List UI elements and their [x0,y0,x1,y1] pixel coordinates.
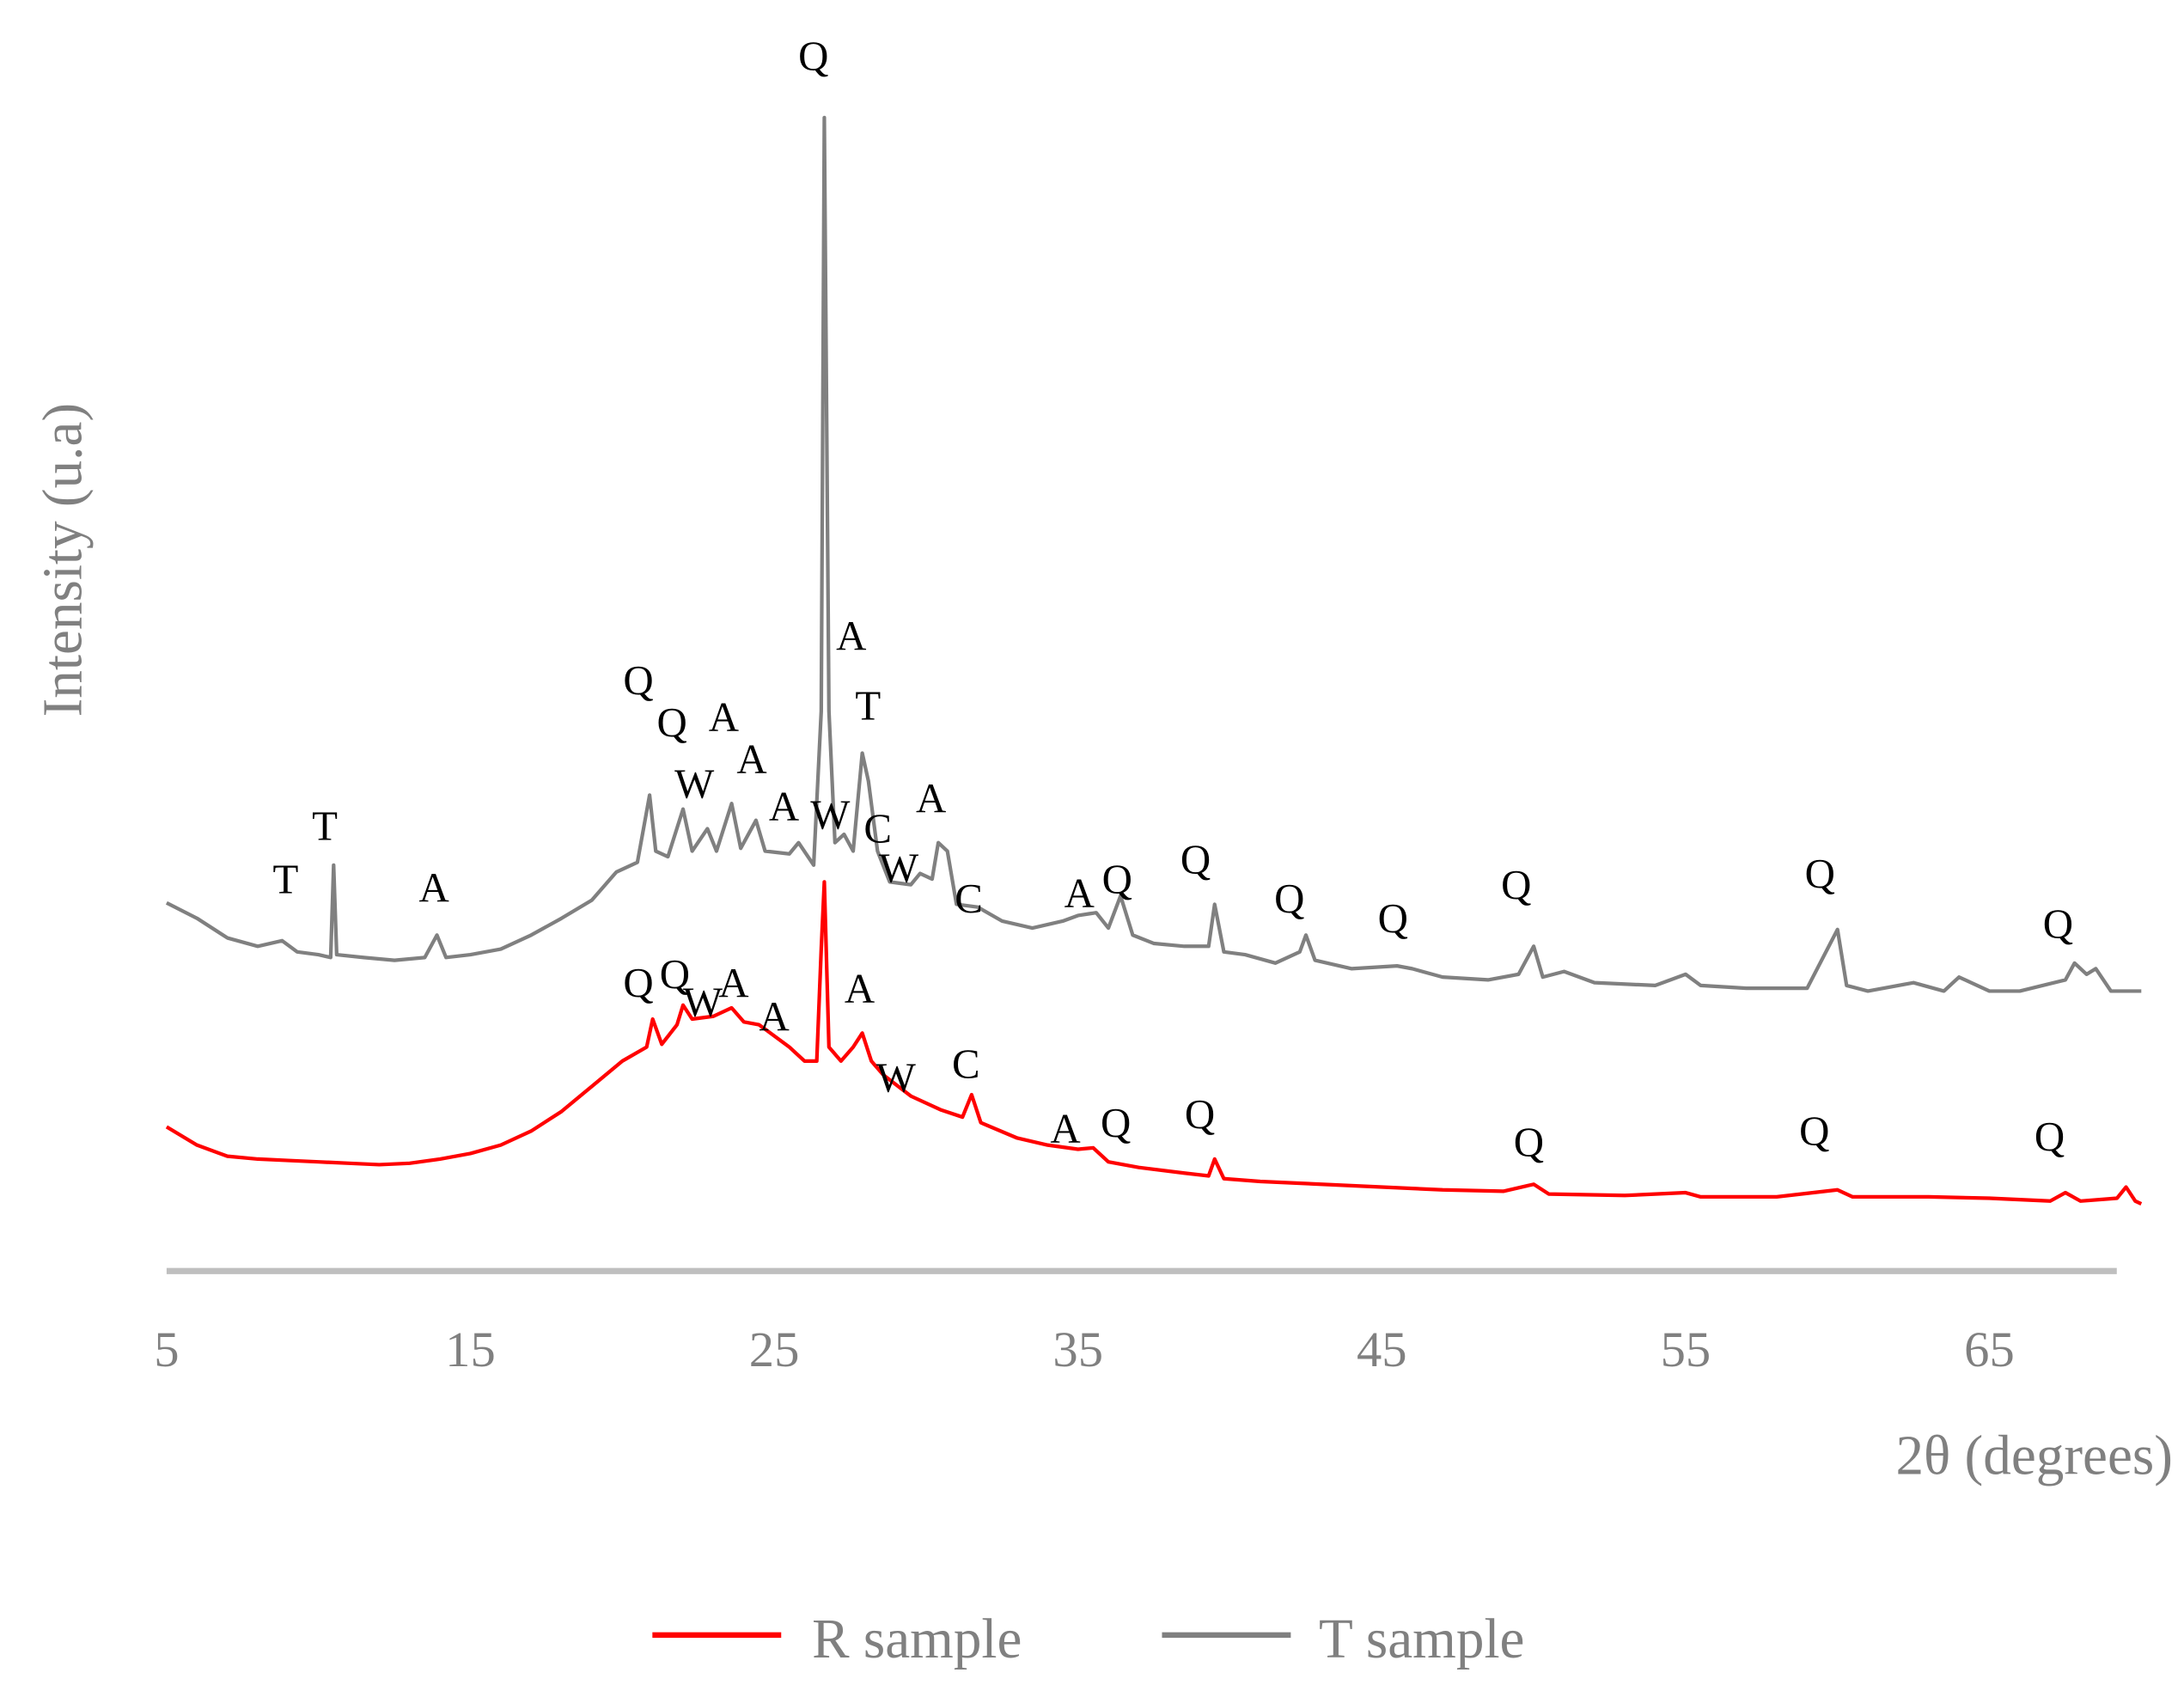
peak-label: Q [1102,855,1132,902]
peak-label: Q [657,699,687,746]
peak-label: T [312,802,338,849]
series-line-t-sample [165,115,2142,993]
peak-label: A [709,693,739,740]
peak-label: C [863,805,892,852]
peak-label: W [810,791,851,838]
peak-label: Q [660,950,690,998]
peak-label: Q [2043,900,2073,948]
peak-label: C [952,1040,980,1087]
x-tick-label: 25 [749,1322,800,1377]
x-tick-label: 65 [1964,1322,2015,1377]
legend-item-t-sample[interactable]: T sample [1162,1609,1524,1670]
peak-label: C [955,875,983,922]
peak-label: Q [1805,850,1835,897]
peak-label: A [845,964,875,1011]
x-tick-label: 55 [1661,1322,1711,1377]
y-axis-title: Intensity (u.a) [33,403,95,717]
legend-label-r-sample: R sample [812,1609,1022,1670]
peak-label: Q [1274,875,1304,922]
legend-item-r-sample[interactable]: R sample [652,1609,1022,1670]
peak-label: T [272,855,298,902]
peak-label: W [683,979,723,1026]
peak-label: A [759,992,789,1040]
peak-label: Q [1180,836,1211,883]
peak-label: A [1065,870,1095,917]
peak-label: Q [1514,1119,1544,1166]
peak-label: A [836,612,866,659]
peak-label: W [876,1054,917,1102]
x-tick-label: 5 [154,1322,179,1377]
peak-label: Q [1101,1099,1131,1146]
peak-label: Q [2035,1113,2065,1160]
peak-label: Q [798,32,828,79]
peak-label: Q [1378,894,1408,942]
peak-label: A [1050,1104,1080,1151]
series-line-r-sample [165,880,2143,1206]
x-tick-label: 35 [1052,1322,1103,1377]
peak-label: T [855,681,881,729]
peak-label: Q [1185,1090,1215,1138]
x-axis-ticks: 5 15 25 35 45 55 65 [154,1322,2015,1377]
peak-label: A [718,959,748,1006]
peak-label: A [769,783,799,830]
x-axis-title: 2θ (degrees) [1895,1425,2172,1486]
peak-label: A [916,774,946,821]
peak-label: Q [623,959,653,1006]
peak-label: W [674,760,715,808]
peak-label: Q [1799,1108,1829,1155]
peak-label: A [736,735,766,782]
peak-label: Q [623,656,653,704]
x-tick-label: 45 [1357,1322,1407,1377]
x-tick-label: 15 [445,1322,496,1377]
legend: R sample T sample [652,1609,1524,1670]
peak-label: W [879,844,919,891]
peak-label: A [418,864,448,911]
peak-label: Q [1501,861,1531,908]
legend-label-t-sample: T sample [1319,1609,1524,1670]
